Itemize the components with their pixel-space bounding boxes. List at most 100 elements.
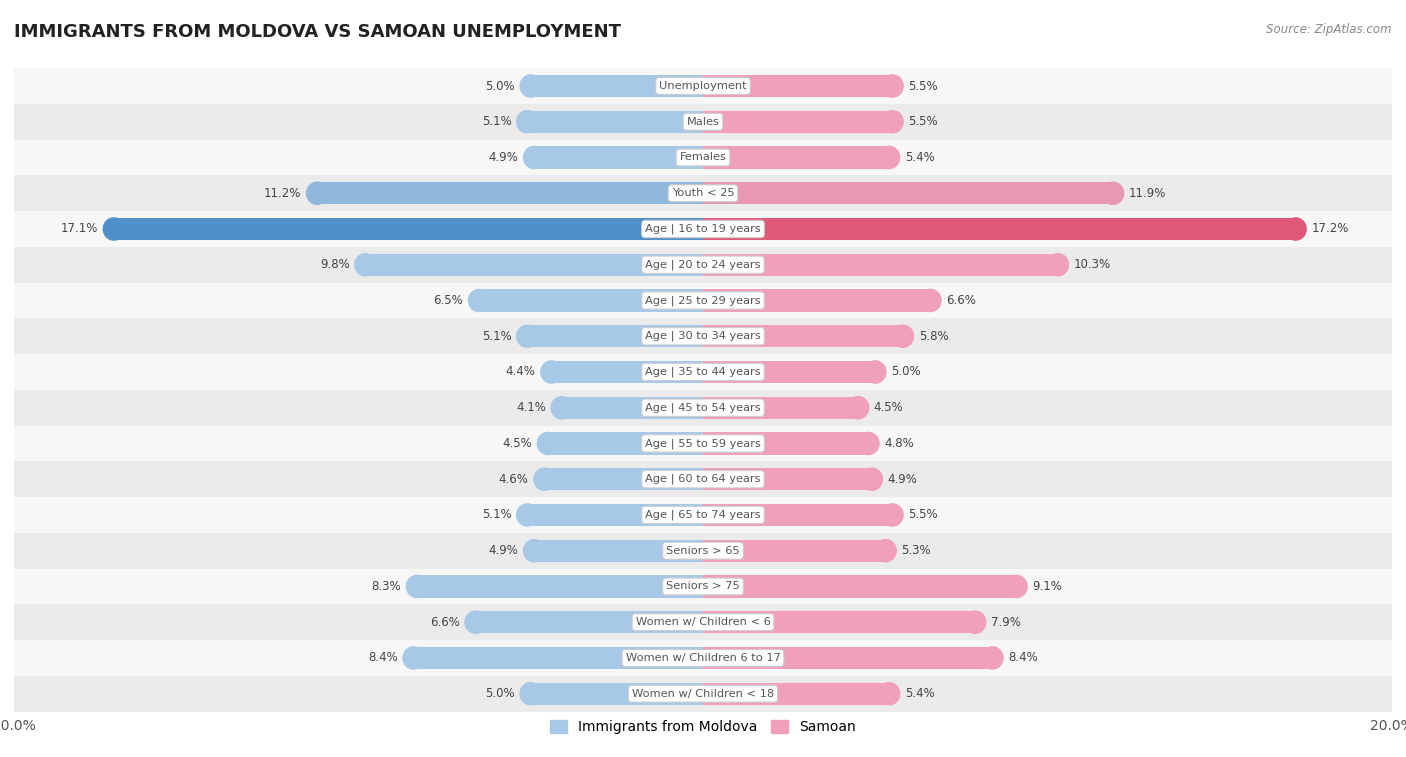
Text: Women w/ Children < 18: Women w/ Children < 18	[631, 689, 775, 699]
Text: 4.1%: 4.1%	[516, 401, 546, 414]
Text: 5.5%: 5.5%	[908, 79, 938, 92]
Bar	[14, 354, 1392, 390]
Circle shape	[307, 182, 328, 204]
Bar	[534, 146, 703, 169]
Circle shape	[1005, 575, 1028, 597]
Circle shape	[406, 575, 427, 597]
Text: 6.6%: 6.6%	[946, 294, 976, 307]
Text: 4.6%: 4.6%	[499, 472, 529, 486]
Bar	[703, 361, 875, 383]
Text: 7.9%: 7.9%	[991, 615, 1021, 629]
Text: Women w/ Children 6 to 17: Women w/ Children 6 to 17	[626, 653, 780, 663]
Bar	[703, 647, 993, 669]
Bar	[703, 540, 886, 562]
Bar	[14, 211, 1392, 247]
Bar	[703, 289, 931, 312]
Text: 9.8%: 9.8%	[319, 258, 350, 271]
Circle shape	[520, 75, 541, 97]
Text: Age | 45 to 54 years: Age | 45 to 54 years	[645, 403, 761, 413]
Text: Age | 16 to 19 years: Age | 16 to 19 years	[645, 224, 761, 234]
Bar	[14, 282, 1392, 319]
Text: 8.4%: 8.4%	[1008, 652, 1038, 665]
Text: 5.1%: 5.1%	[482, 509, 512, 522]
Text: Source: ZipAtlas.com: Source: ZipAtlas.com	[1267, 23, 1392, 36]
Text: Unemployment: Unemployment	[659, 81, 747, 91]
Text: 5.4%: 5.4%	[905, 687, 935, 700]
Text: 5.4%: 5.4%	[905, 151, 935, 164]
Text: 10.3%: 10.3%	[1074, 258, 1111, 271]
Circle shape	[537, 432, 558, 454]
Text: 5.0%: 5.0%	[891, 366, 921, 378]
Circle shape	[516, 326, 538, 347]
Circle shape	[893, 326, 914, 347]
Text: Age | 55 to 59 years: Age | 55 to 59 years	[645, 438, 761, 449]
Text: 5.8%: 5.8%	[918, 330, 948, 343]
Bar	[366, 254, 703, 276]
Text: 5.1%: 5.1%	[482, 115, 512, 128]
Circle shape	[882, 111, 903, 132]
Text: 5.3%: 5.3%	[901, 544, 931, 557]
Text: Females: Females	[679, 152, 727, 163]
Bar	[548, 432, 703, 454]
Circle shape	[879, 683, 900, 705]
Legend: Immigrants from Moldova, Samoan: Immigrants from Moldova, Samoan	[544, 715, 862, 740]
Text: Males: Males	[686, 117, 720, 126]
Text: 4.5%: 4.5%	[875, 401, 904, 414]
Text: 11.9%: 11.9%	[1129, 187, 1166, 200]
Bar	[527, 504, 703, 526]
Bar	[14, 176, 1392, 211]
Bar	[114, 218, 703, 240]
Text: 6.5%: 6.5%	[433, 294, 463, 307]
Bar	[14, 390, 1392, 425]
Bar	[703, 182, 1114, 204]
Bar	[703, 611, 976, 634]
Bar	[14, 497, 1392, 533]
Bar	[14, 68, 1392, 104]
Text: Age | 35 to 44 years: Age | 35 to 44 years	[645, 366, 761, 377]
Circle shape	[516, 504, 538, 526]
Bar	[318, 182, 703, 204]
Circle shape	[523, 146, 546, 169]
Bar	[703, 575, 1017, 597]
Bar	[562, 397, 703, 419]
Text: 4.4%: 4.4%	[506, 366, 536, 378]
Text: Seniors > 75: Seniors > 75	[666, 581, 740, 591]
Circle shape	[879, 146, 900, 169]
Bar	[703, 111, 893, 132]
Circle shape	[551, 397, 572, 419]
Bar	[14, 247, 1392, 282]
Circle shape	[1102, 182, 1123, 204]
Bar	[703, 432, 869, 454]
Circle shape	[882, 504, 903, 526]
Bar	[527, 111, 703, 132]
Bar	[531, 75, 703, 97]
Text: IMMIGRANTS FROM MOLDOVA VS SAMOAN UNEMPLOYMENT: IMMIGRANTS FROM MOLDOVA VS SAMOAN UNEMPL…	[14, 23, 621, 41]
Bar	[544, 468, 703, 491]
Bar	[703, 218, 1295, 240]
Bar	[703, 397, 858, 419]
Text: 11.2%: 11.2%	[264, 187, 301, 200]
Text: 5.5%: 5.5%	[908, 509, 938, 522]
Bar	[475, 611, 703, 634]
Circle shape	[516, 111, 538, 132]
Bar	[14, 319, 1392, 354]
Bar	[703, 75, 893, 97]
Text: 5.5%: 5.5%	[908, 115, 938, 128]
Bar	[14, 533, 1392, 569]
Bar	[703, 504, 893, 526]
Text: 5.0%: 5.0%	[485, 687, 515, 700]
Circle shape	[875, 540, 896, 562]
Bar	[418, 575, 703, 597]
Text: 6.6%: 6.6%	[430, 615, 460, 629]
Bar	[14, 640, 1392, 676]
Bar	[14, 139, 1392, 176]
Text: Age | 65 to 74 years: Age | 65 to 74 years	[645, 509, 761, 520]
Circle shape	[865, 361, 886, 383]
Text: 4.9%: 4.9%	[488, 544, 519, 557]
Text: Age | 60 to 64 years: Age | 60 to 64 years	[645, 474, 761, 484]
Circle shape	[1285, 218, 1306, 240]
Text: Age | 30 to 34 years: Age | 30 to 34 years	[645, 331, 761, 341]
Text: 17.2%: 17.2%	[1312, 223, 1348, 235]
Circle shape	[468, 289, 489, 312]
Circle shape	[404, 647, 425, 669]
